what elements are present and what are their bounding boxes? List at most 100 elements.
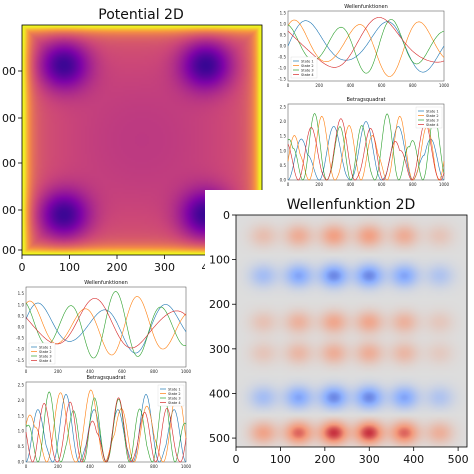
x-tick-label: 500 [448, 453, 469, 466]
chart-title: Wellenfunktionen [344, 4, 388, 10]
y-tick-label: 0.0 [280, 178, 287, 183]
legend-label: State 1 [168, 387, 181, 391]
y-tick-label: 1.0 [18, 429, 25, 434]
series-line [287, 118, 445, 181]
wellenfunktion-2d-panel: Wellenfunktion 2D 0 100 200 300 400 500 0 100 2… [205, 190, 474, 474]
y-tick-label: 2.5 [18, 383, 25, 388]
bottom-left-panel: Wellenfunktionen 1.5 1.0 0.5 0.0 -0.5 -1.0 -1.5… [0, 274, 206, 474]
y-tick-label: 0.0 [280, 44, 287, 49]
legend-label: State 1 [39, 345, 52, 349]
y-tick-label: -1.0 [278, 65, 286, 70]
x-tick-label: 200 [315, 83, 323, 88]
line-chart-betragsquadrat-bottom-left: Betragsquadrat 2.5 2.0 1.5 1.0 0.5 0.00 200 400 6… [18, 375, 192, 469]
line-chart-betragsquadrat-top-right: Betragsquadrat 2.5 2.0 1.5 1.0 0.5 0.00 200 400 6… [280, 97, 450, 187]
x-tick-label: 600 [118, 464, 126, 469]
legend-label: State 4 [301, 73, 314, 77]
y-tick-label: 1.5 [280, 11, 287, 16]
y-tick-label: 1.5 [280, 134, 287, 139]
y-tick-label: -0.5 [278, 54, 286, 59]
y-tick-label: 0.5 [18, 444, 25, 449]
y-tick-label: -1.0 [16, 347, 24, 352]
chart-title: Betragsquadrat [86, 375, 125, 381]
legend-box [290, 56, 318, 79]
y-tick-label: 2.0 [280, 119, 287, 124]
legend-box [28, 342, 56, 365]
x-tick-label: 100 [59, 261, 80, 274]
x-tick-label: 0 [287, 83, 290, 88]
plot-frame [235, 214, 468, 448]
x-tick-label: 200 [314, 453, 335, 466]
y-tick-label: -1.5 [278, 76, 286, 81]
x-tick-label: 0 [19, 261, 26, 274]
y-tick-label: 0.5 [280, 33, 287, 38]
x-tick-label: 300 [359, 453, 380, 466]
x-tick-label: 400 [347, 182, 355, 187]
legend-label: State 1 [426, 109, 439, 113]
x-tick-label: 1000 [439, 83, 450, 88]
top-right-charts: Wellenfunktionen 1.5 1.0 0.5 0.0 -0.5 -1.0 -1.5… [278, 4, 450, 187]
legend-label: State 2 [426, 114, 439, 118]
legend-label: State 4 [426, 123, 439, 127]
x-tick-label: 200 [54, 464, 62, 469]
series-line [287, 115, 445, 181]
x-tick-label: 1000 [439, 182, 450, 187]
y-tick-label: 2.0 [18, 398, 25, 403]
series-line [25, 388, 187, 463]
top-right-panel: Wellenfunktionen 1.5 1.0 0.5 0.0 -0.5 -1.0 -1.5… [262, 0, 474, 190]
x-tick-label: 1000 [181, 464, 192, 469]
y-tick-label: 1.0 [18, 302, 25, 307]
y-tick-label: 500 [209, 432, 230, 445]
bottom-left-charts: Wellenfunktionen 1.5 1.0 0.5 0.0 -0.5 -1.0 -1.5… [16, 280, 192, 469]
x-tick-label: 0 [25, 464, 28, 469]
chart-title: Betragsquadrat [346, 97, 385, 103]
chart-title: Wellenfunktionen [84, 280, 128, 286]
legend-label: State 2 [39, 350, 52, 354]
line-chart-wellenfunktionen-bottom-left: Wellenfunktionen 1.5 1.0 0.5 0.0 -0.5 -1.0 -1.5… [16, 280, 191, 374]
x-tick-label: 600 [118, 369, 126, 374]
y-tick-label: 00 [2, 204, 16, 217]
series-line [287, 19, 445, 77]
y-tick-label: 2.5 [280, 104, 287, 109]
x-tick-label: 200 [107, 261, 128, 274]
y-tick-label: 00 [2, 112, 16, 125]
legend-label: State 1 [301, 59, 314, 63]
chart-title: Wellenfunktion 2D [287, 197, 416, 213]
y-tick-label: 300 [209, 343, 230, 356]
legend-label: State 4 [168, 401, 181, 405]
plot-frame [21, 24, 263, 256]
x-tick-label: 400 [347, 83, 355, 88]
legend-box [157, 384, 185, 407]
legend-label: State 3 [39, 354, 52, 358]
chart-title: Potential 2D [98, 7, 183, 23]
y-tick-label: 200 [209, 298, 230, 311]
series-line [287, 17, 445, 68]
wellenfunktion-heatmap [236, 215, 467, 447]
y-tick-label: 1.5 [18, 291, 25, 296]
x-tick-label: 1000 [181, 369, 192, 374]
y-tick-label: 1.5 [18, 413, 25, 418]
y-tick-label: -1.5 [16, 358, 24, 363]
legend-label: State 2 [168, 392, 181, 396]
x-tick-label: 800 [150, 464, 158, 469]
y-tick-label: 0.0 [18, 325, 25, 330]
y-tick-label: 1.0 [280, 22, 287, 27]
y-tick-label: 00 [2, 244, 16, 257]
x-tick-label: 600 [378, 182, 386, 187]
legend-label: State 3 [301, 68, 314, 72]
x-tick-label: 800 [150, 369, 158, 374]
x-tick-label: 400 [86, 464, 94, 469]
y-tick-label: 00 [2, 157, 16, 170]
series-line [25, 296, 187, 356]
x-tick-label: 0 [233, 453, 240, 466]
y-tick-label: 1.0 [280, 148, 287, 153]
x-tick-label: 0 [287, 182, 290, 187]
x-tick-label: 800 [409, 182, 417, 187]
series-line [287, 20, 445, 73]
series-line [25, 397, 187, 463]
y-tick-label: 00 [2, 65, 16, 78]
legend-box [415, 106, 443, 129]
